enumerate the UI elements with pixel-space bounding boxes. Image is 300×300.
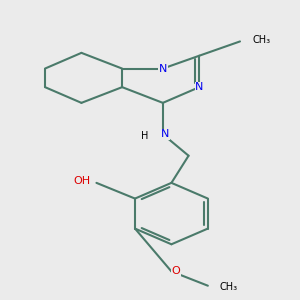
Text: O: O [171, 266, 180, 276]
Text: N: N [195, 82, 203, 92]
Text: OH: OH [73, 176, 90, 186]
Text: H: H [141, 131, 148, 141]
Text: CH₃: CH₃ [220, 282, 238, 292]
Text: N: N [159, 64, 167, 74]
Text: N: N [161, 129, 169, 139]
Text: CH₃: CH₃ [253, 35, 271, 45]
